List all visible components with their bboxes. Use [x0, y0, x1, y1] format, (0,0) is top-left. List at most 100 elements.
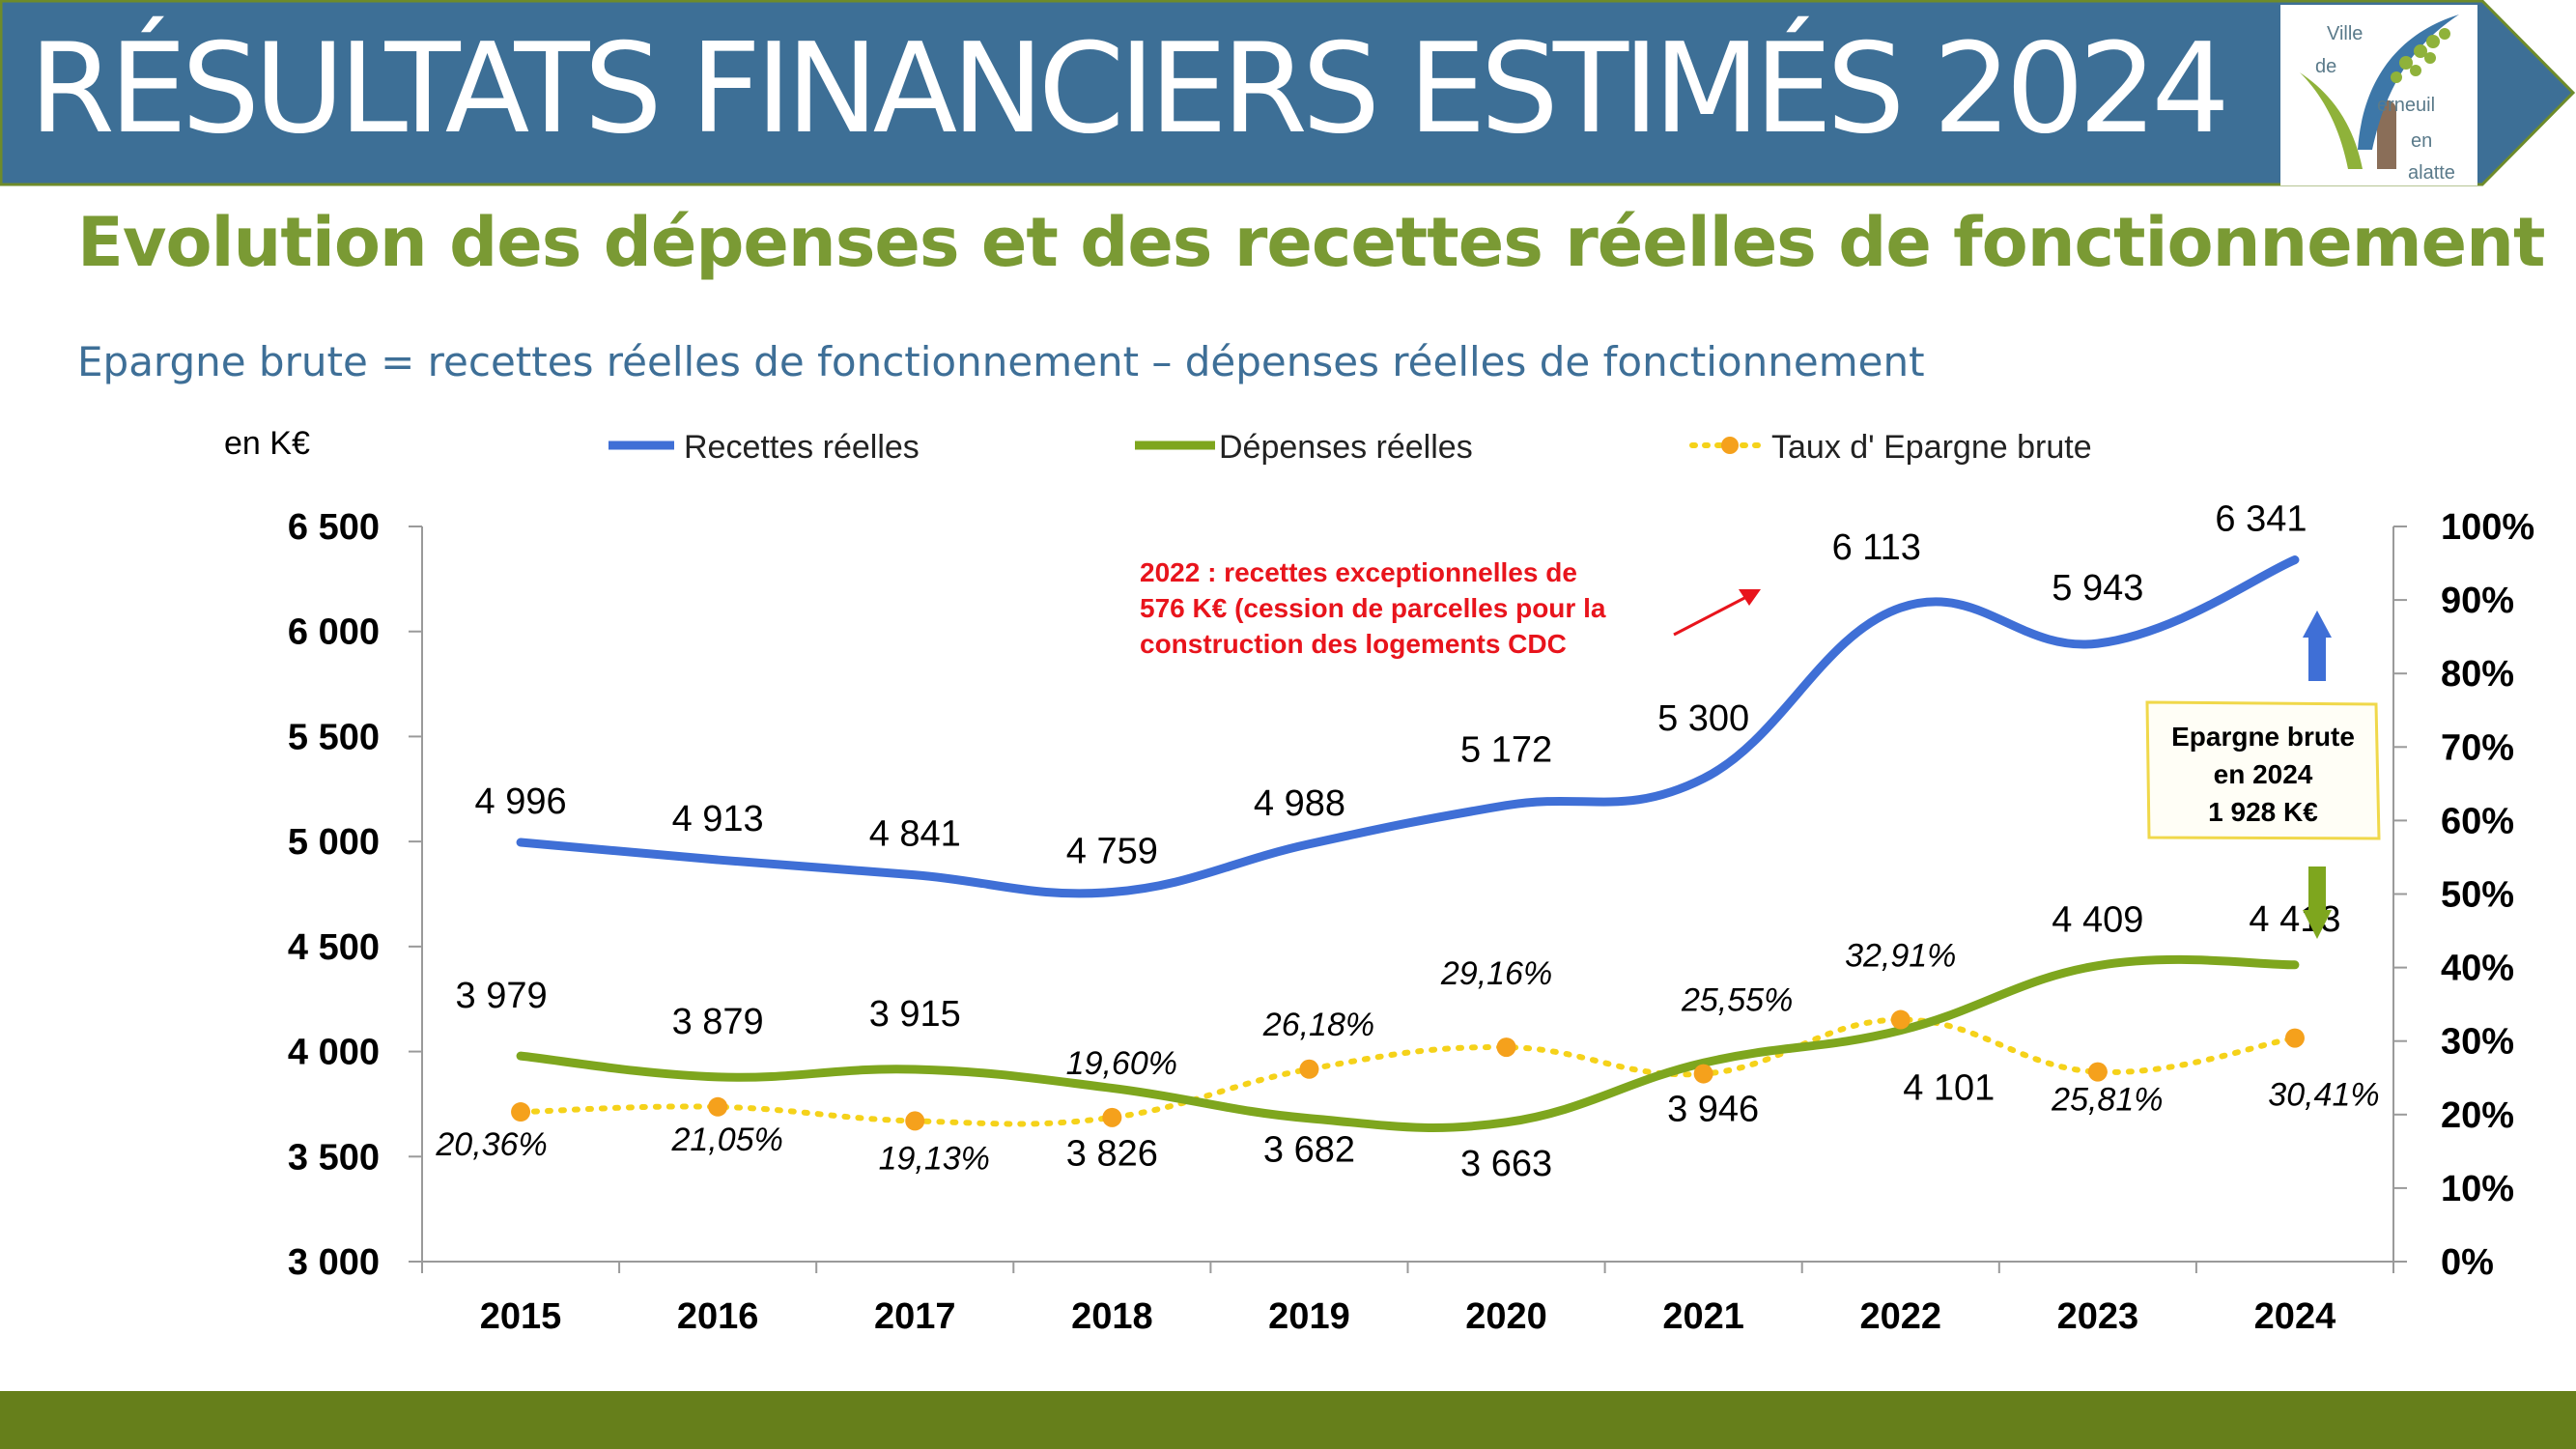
taux-marker: [905, 1111, 925, 1131]
recettes-value-label: 6 113: [1832, 527, 1921, 568]
recettes-value-label: 4 988: [1254, 783, 1345, 824]
depenses-value-label: 3 663: [1460, 1144, 1552, 1184]
annotation-note-line: construction des logements CDC: [1140, 629, 1567, 659]
taux-value-label: 32,91%: [1845, 938, 1956, 975]
depenses-value-label: 3 826: [1066, 1133, 1158, 1174]
formula-text: Epargne brute = recettes réelles de fonc…: [77, 338, 1925, 385]
taux-marker: [1890, 1009, 1911, 1030]
x-tick-label: 2016: [677, 1296, 759, 1337]
up-arrow-shaft: [2308, 638, 2326, 681]
taux-marker: [1496, 1037, 1516, 1058]
logo-text-2: de: [2315, 56, 2336, 77]
recettes-value-label: 6 341: [2215, 499, 2307, 540]
callout-line: Epargne brute: [2171, 722, 2355, 752]
recettes-value-label: 5 172: [1460, 730, 1552, 771]
header-banner: RÉSULTATS FINANCIERS ESTIMÉS 2024 Ville …: [0, 0, 2576, 186]
depenses-value-label: 3 946: [1667, 1089, 1759, 1129]
chart-labels: 4 996 4 913 4 841 4 759 4 988 5 172 5 300 6 113…: [435, 499, 2379, 1184]
chart-legend: Recettes réelles Dépenses réelles Taux d' …: [609, 429, 2092, 466]
depenses-value-label: 3 879: [672, 1002, 764, 1042]
recettes-value-label: 4 913: [672, 799, 764, 839]
up-arrow-head: [2303, 611, 2332, 638]
y-tick-label: 3 500: [288, 1137, 380, 1178]
callout-line: en 2024: [2214, 759, 2313, 789]
y2-tick-label: 0%: [2441, 1242, 2494, 1283]
banner-shape: [0, 0, 2576, 186]
y2-tick-label: 20%: [2441, 1095, 2514, 1136]
annotation-note-line: 576 K€ (cession de parcelles pour la: [1140, 593, 1606, 623]
x-tick-label: 2019: [1268, 1296, 1350, 1337]
taux-marker: [1299, 1059, 1319, 1079]
taux-value-label: 19,13%: [879, 1140, 990, 1177]
chart-annotations: 2022 : recettes exceptionnelles de 576 K€…: [1140, 557, 2381, 939]
recettes-value-label: 5 300: [1657, 698, 1749, 739]
footer-bar: [0, 1391, 2576, 1449]
y-tick-label: 6 000: [288, 612, 380, 653]
chart-series: [511, 555, 2305, 1132]
y-tick-label: 4 000: [288, 1033, 380, 1073]
x-tick-label: 2021: [1662, 1296, 1744, 1337]
recettes-value-label: 4 759: [1066, 832, 1158, 872]
logo-text-4: en: [2411, 130, 2432, 152]
town-logo: Ville de erneuil en alatte: [2280, 5, 2477, 185]
taux-marker: [2087, 1062, 2108, 1082]
taux-value-label: 29,16%: [1440, 955, 1552, 992]
down-arrow-head: [2303, 910, 2332, 939]
annotation-arrow: [1673, 594, 1749, 637]
taux-value-label: 21,05%: [670, 1122, 782, 1158]
taux-marker: [1693, 1064, 1713, 1084]
taux-value-label: 26,18%: [1262, 1007, 1374, 1043]
y-axis-unit: en K€: [224, 425, 310, 462]
y-tick-label: 4 500: [288, 927, 380, 968]
recettes-value-label: 5 943: [2052, 568, 2143, 609]
logo-text-5: alatte: [2408, 162, 2455, 184]
depenses-value-label: 4 413: [2249, 899, 2340, 940]
recettes-value-label: 4 996: [475, 781, 567, 822]
y2-tick-label: 70%: [2441, 727, 2514, 768]
legend-marker-taux: [1721, 437, 1739, 454]
taux-value-label: 25,81%: [2051, 1082, 2163, 1119]
series-line-recettes: [516, 555, 2300, 898]
taux-marker: [1102, 1107, 1122, 1127]
taux-value-label: 30,41%: [2268, 1077, 2379, 1114]
y-tick-label: 3 000: [288, 1242, 380, 1283]
y2-tick-label: 30%: [2441, 1022, 2514, 1063]
y2-tick-label: 100%: [2441, 507, 2534, 548]
depenses-value-label: 3 979: [456, 976, 548, 1016]
y-tick-label: 5 000: [288, 822, 380, 863]
page-title: RÉSULTATS FINANCIERS ESTIMÉS 2024: [29, 17, 2230, 161]
epargne-callout-box: [2145, 700, 2381, 840]
legend-label: Dépenses réelles: [1219, 429, 1473, 466]
depenses-value-label: 4 101: [1903, 1068, 1995, 1109]
x-tick-label: 2020: [1465, 1296, 1547, 1337]
down-arrow-shaft: [2308, 867, 2326, 910]
line-chart: en K€ 3 000 3 500 4 000 4 500 5 000 5 500 6 000…: [224, 425, 2534, 1337]
section-subtitle: Evolution des dépenses et des recettes r…: [77, 203, 2545, 282]
taux-value-label: 20,36%: [435, 1126, 547, 1163]
y2-tick-label: 60%: [2441, 801, 2514, 841]
y2-tick-label: 90%: [2441, 581, 2514, 621]
y2-tick-label: 50%: [2441, 875, 2514, 916]
legend-label: Taux d' Epargne brute: [1771, 429, 2092, 466]
depenses-value-label: 4 409: [2052, 900, 2143, 941]
chart-axes: en K€ 3 000 3 500 4 000 4 500 5 000 5 500 6 000…: [224, 425, 2534, 1337]
annotation-note-line: 2022 : recettes exceptionnelles de: [1140, 557, 1577, 587]
y-tick-label: 5 500: [288, 717, 380, 757]
y2-tick-label: 40%: [2441, 949, 2514, 989]
logo-text-1: Ville: [2327, 23, 2363, 44]
taux-value-label: 19,60%: [1066, 1045, 1177, 1082]
depenses-value-label: 3 682: [1263, 1130, 1355, 1171]
y2-tick-label: 80%: [2441, 654, 2514, 695]
x-tick-label: 2024: [2254, 1296, 2336, 1337]
x-tick-label: 2015: [480, 1296, 562, 1337]
logo-text-3: erneuil: [2377, 95, 2435, 116]
callout-line: 1 928 K€: [2208, 797, 2318, 827]
series-line-taux: [518, 1016, 2298, 1127]
legend-label: Recettes réelles: [684, 429, 920, 466]
y-tick-label: 6 500: [288, 507, 380, 548]
taux-value-label: 25,55%: [1681, 982, 1793, 1019]
x-tick-label: 2018: [1071, 1296, 1153, 1337]
y2-tick-label: 10%: [2441, 1169, 2514, 1209]
x-tick-label: 2017: [874, 1296, 956, 1337]
taux-marker: [2284, 1028, 2305, 1048]
